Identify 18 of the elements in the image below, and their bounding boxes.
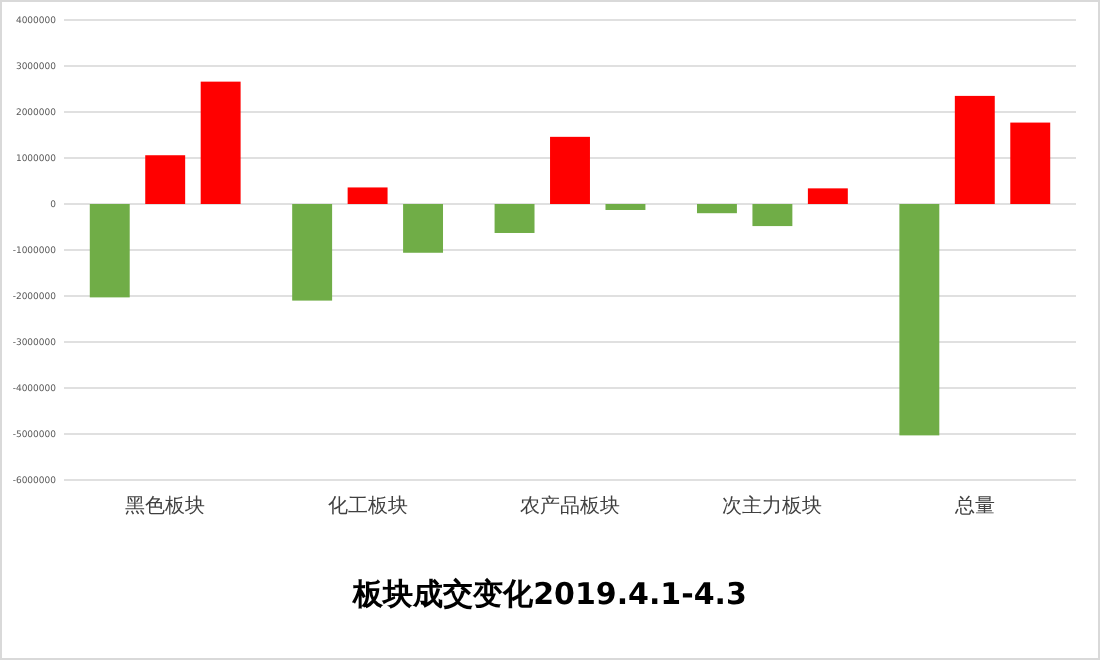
x-tick-label: 黑色板块 xyxy=(125,494,206,518)
bar xyxy=(145,155,186,204)
bar xyxy=(696,204,737,214)
bar xyxy=(807,188,848,204)
x-tick-label: 次主力板块 xyxy=(722,494,823,518)
bar xyxy=(292,204,333,301)
x-tick-label: 总量 xyxy=(952,494,995,518)
bar xyxy=(1010,122,1051,204)
text: 板块成交变化2019.4.1-4.3 xyxy=(351,576,747,612)
bar xyxy=(899,204,940,436)
bar xyxy=(200,81,241,204)
bar xyxy=(954,95,995,204)
bar xyxy=(89,204,130,298)
x-tick-label: 化工板块 xyxy=(327,494,408,518)
bar xyxy=(347,187,388,204)
bar xyxy=(494,204,535,233)
bar xyxy=(550,136,590,204)
x-tick-label: 农产品板块 xyxy=(520,494,620,518)
